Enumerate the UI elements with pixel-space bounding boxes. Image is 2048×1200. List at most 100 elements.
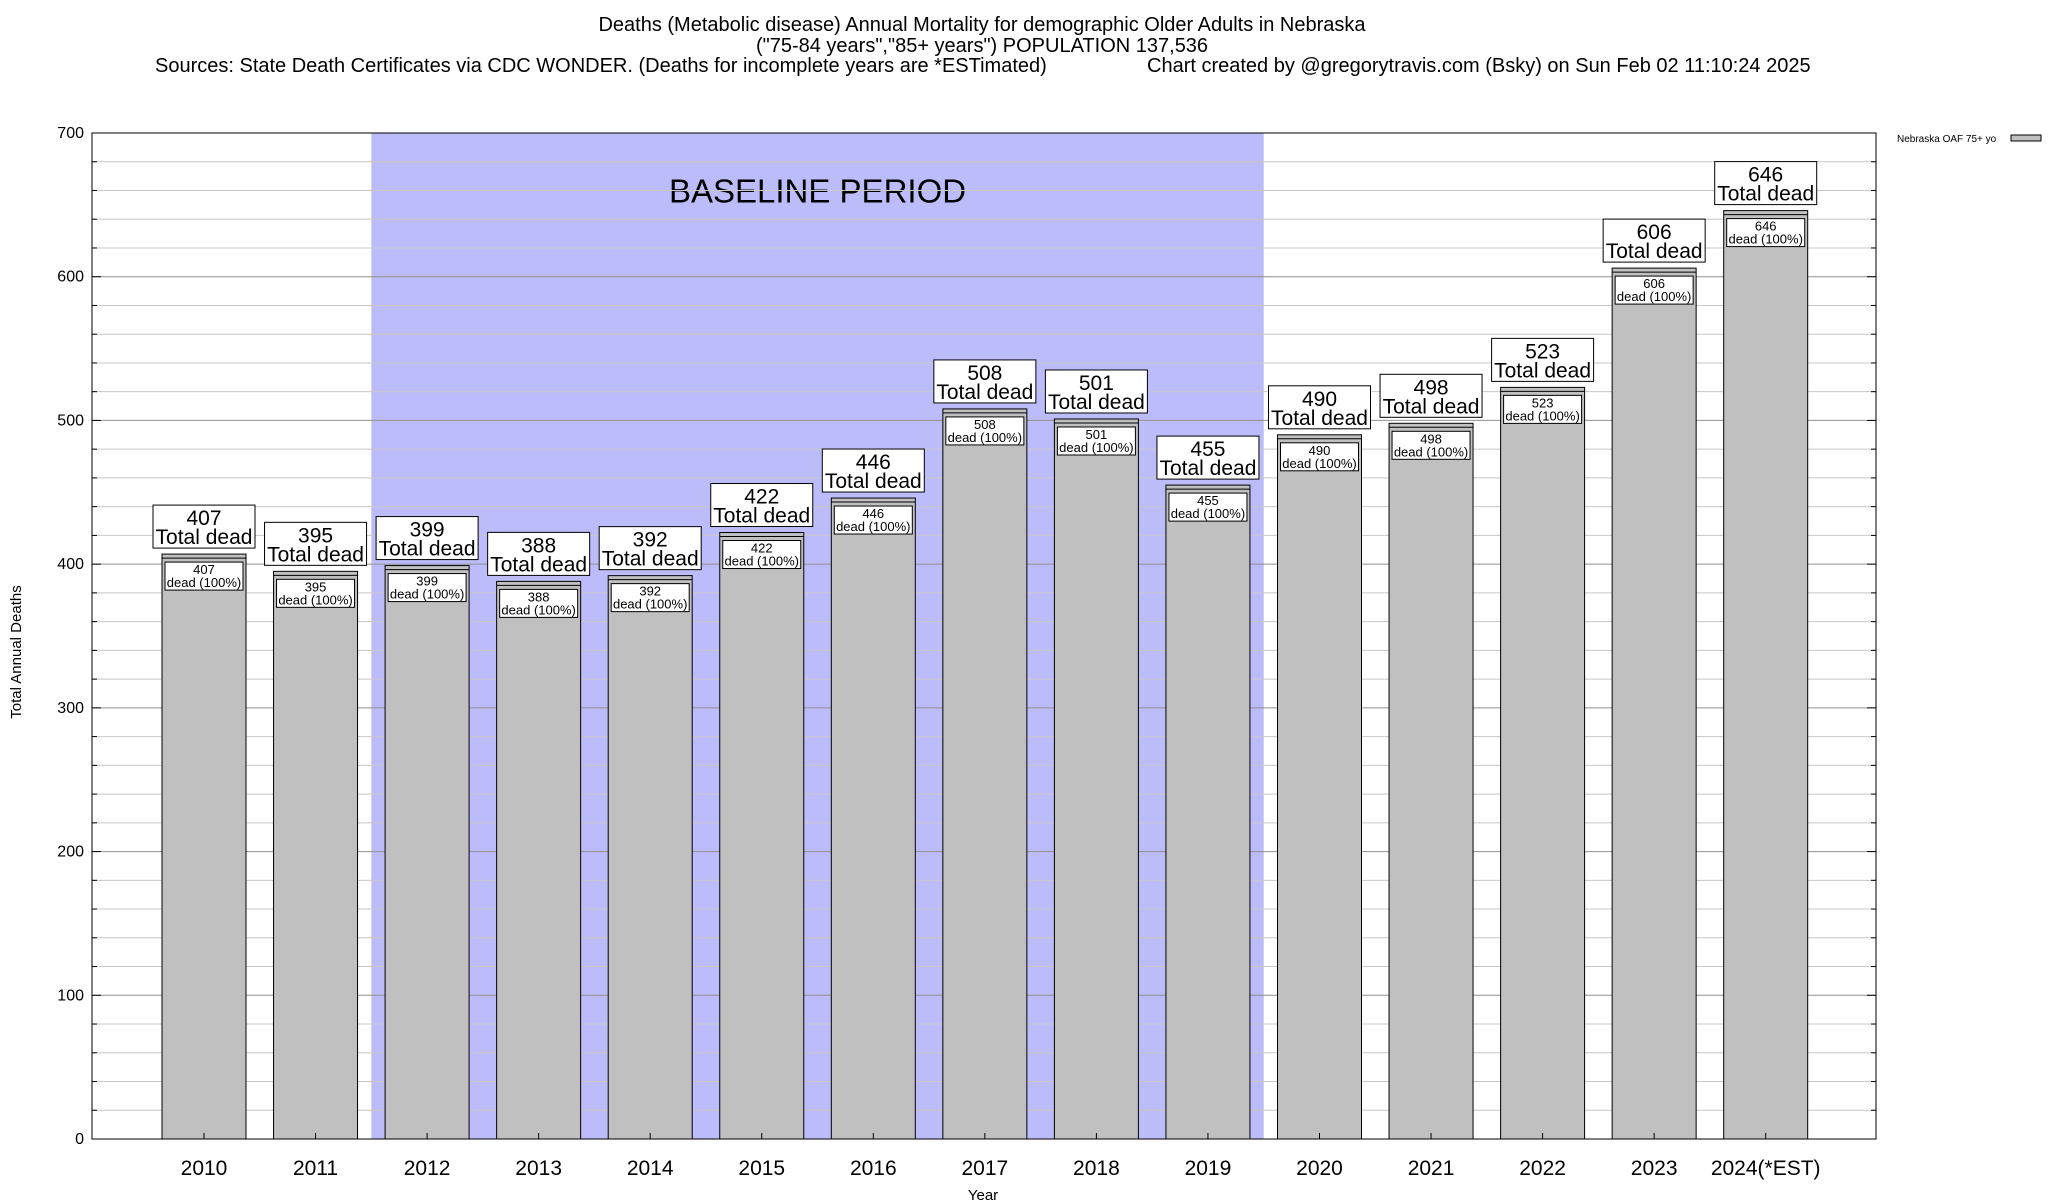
x-tick-label: 2015 <box>738 1157 785 1180</box>
y-tick-label: 400 <box>57 556 84 573</box>
sources-text: Sources: State Death Certificates via CD… <box>155 55 1047 77</box>
plot-frame <box>91 132 1877 1140</box>
total-value-label: 508 <box>967 362 1002 385</box>
total-label-box <box>487 531 591 576</box>
inner-label-box <box>276 578 356 608</box>
total-label-box <box>1156 435 1260 480</box>
bar-2014 <box>607 575 693 1140</box>
bar-2013 <box>496 580 582 1140</box>
inner-percent-label: dead (100%) <box>501 602 575 617</box>
inner-value-label: 498 <box>1420 431 1442 446</box>
total-value-label: 606 <box>1637 221 1672 244</box>
total-value-label: 455 <box>1190 438 1225 461</box>
y-tick-label: 0 <box>75 1131 84 1148</box>
inner-value-label: 490 <box>1309 443 1331 458</box>
inner-label-box <box>1726 218 1806 248</box>
x-tick-label: 2012 <box>404 1157 451 1180</box>
total-dead-label: Total dead <box>1606 240 1703 263</box>
bar-2012 <box>384 565 470 1140</box>
total-value-label: 446 <box>856 451 891 474</box>
total-label-box <box>1602 218 1706 263</box>
credit-text: Chart created by @gregorytravis.com (Bsk… <box>1147 55 1811 77</box>
inner-percent-label: dead (100%) <box>390 587 464 602</box>
y-tick-label: 500 <box>57 412 84 429</box>
inner-value-label: 399 <box>416 574 438 589</box>
inner-percent-label: dead (100%) <box>1505 408 1579 423</box>
inner-value-label: 646 <box>1755 219 1777 234</box>
total-label-box <box>821 448 925 493</box>
x-tick-label: 2018 <box>1073 1157 1120 1180</box>
total-value-label: 407 <box>186 507 221 530</box>
legend: Nebraska OAF 75+ yo <box>1897 134 2042 145</box>
total-value-label: 498 <box>1414 376 1449 399</box>
x-tick-label: 2011 <box>293 1157 338 1180</box>
y-axis-title: Total Annual Deaths <box>8 585 25 718</box>
inner-label-box <box>1391 430 1471 460</box>
inner-percent-label: dead (100%) <box>1728 232 1802 247</box>
x-tick-label: 2016 <box>850 1157 897 1180</box>
total-dead-label: Total dead <box>825 470 922 493</box>
inner-value-label: 422 <box>751 541 773 556</box>
inner-value-label: 501 <box>1086 427 1108 442</box>
bar-2018 <box>1053 418 1139 1140</box>
inner-percent-label: dead (100%) <box>1282 456 1356 471</box>
inner-percent-label: dead (100%) <box>1059 440 1133 455</box>
bar-2022 <box>1500 386 1586 1140</box>
inner-percent-label: dead (100%) <box>948 430 1022 445</box>
total-dead-label: Total dead <box>490 553 587 576</box>
total-label-box <box>710 483 814 528</box>
bar-2015 <box>719 532 805 1140</box>
inner-label-box <box>164 561 244 591</box>
inner-label-box <box>945 416 1025 446</box>
x-tick-label: 2013 <box>515 1157 562 1180</box>
y-tick-label: 100 <box>57 987 84 1004</box>
inner-label-box <box>722 540 802 570</box>
total-dead-label: Total dead <box>936 381 1033 404</box>
total-dead-label: Total dead <box>1271 407 1368 430</box>
y-tick-label: 600 <box>57 269 84 286</box>
bar-2021 <box>1388 422 1474 1140</box>
total-dead-label: Total dead <box>713 505 810 528</box>
inner-value-label: 523 <box>1532 395 1554 410</box>
total-label-box <box>1379 373 1483 418</box>
x-tick-label: 2010 <box>181 1157 228 1180</box>
x-tick-label: 2017 <box>961 1157 1008 1180</box>
inner-value-label: 395 <box>305 579 327 594</box>
total-label-box <box>1044 369 1148 414</box>
total-label-box <box>1714 161 1818 206</box>
total-value-label: 490 <box>1302 388 1337 411</box>
total-label-box <box>375 516 479 561</box>
total-label-box <box>152 504 256 549</box>
inner-label-box <box>610 583 690 613</box>
total-dead-label: Total dead <box>1717 183 1814 206</box>
bar-2011 <box>273 570 359 1140</box>
inner-percent-label: dead (100%) <box>1617 289 1691 304</box>
total-dead-label: Total dead <box>1048 391 1145 414</box>
x-tick-label: 2019 <box>1185 1157 1232 1180</box>
total-value-label: 392 <box>633 529 668 552</box>
x-axis-title: Year <box>968 1187 998 1200</box>
legend-label: Nebraska OAF 75+ yo <box>1897 134 1997 145</box>
legend-swatch <box>2010 134 2042 142</box>
inner-percent-label: dead (100%) <box>836 519 910 534</box>
inner-percent-label: dead (100%) <box>1171 506 1245 521</box>
total-value-label: 395 <box>298 524 333 547</box>
inner-label-box <box>1614 275 1694 305</box>
total-dead-label: Total dead <box>602 548 699 571</box>
total-value-label: 646 <box>1748 164 1783 187</box>
x-tick-label: 2020 <box>1296 1157 1343 1180</box>
x-tick-label: 2023 <box>1631 1157 1678 1180</box>
x-tick-label: 2022 <box>1519 1157 1566 1180</box>
y-tick-label: 300 <box>57 700 84 717</box>
inner-value-label: 455 <box>1197 493 1219 508</box>
total-dead-label: Total dead <box>1494 359 1591 382</box>
bar-2020 <box>1277 434 1362 1140</box>
total-dead-label: Total dead <box>1383 395 1480 418</box>
total-label-box <box>933 359 1037 404</box>
inner-percent-label: dead (100%) <box>278 592 352 607</box>
inner-value-label: 388 <box>528 589 550 604</box>
bar-2016 <box>830 497 916 1140</box>
inner-label-box <box>833 505 913 535</box>
